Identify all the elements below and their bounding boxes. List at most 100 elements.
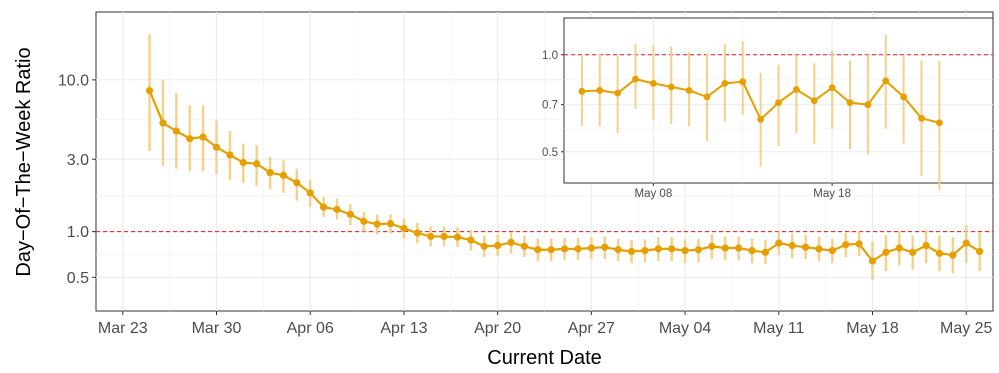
data-point [685,87,693,94]
data-point [333,205,341,214]
data-point [266,168,274,177]
data-point [900,93,908,101]
data-point [159,119,167,127]
data-point [293,179,301,187]
x-tick-label: Mar 23 [98,320,148,337]
data-point [775,99,782,107]
data-point [909,248,917,256]
data-point [739,78,747,86]
data-point [681,247,689,255]
data-point [735,244,743,252]
data-point [855,240,863,248]
x-tick-label: Apr 13 [380,320,427,337]
data-point [882,248,890,256]
data-point [846,99,854,107]
x-tick-label: Apr 27 [568,320,615,337]
data-point [775,239,783,247]
data-point [480,242,488,250]
data-point [145,86,154,95]
data-point [668,245,676,253]
data-point [757,116,765,123]
data-point [346,210,354,218]
data-point [614,246,622,254]
y-tick-label: 0.7 [542,100,558,112]
data-point [761,248,770,256]
data-point [976,247,984,256]
x-tick-label: May 25 [940,320,993,337]
main-y-ticks: 0.5 1.0 3.0 10.0 [58,72,96,287]
data-point [949,251,957,259]
main-x-ticks: Mar 23 Mar 30 Apr 06 Apr 13 Apr 20 Apr 27 May … [98,311,993,337]
inset-x-ticks: May 08 May 18 [635,183,851,200]
data-point [882,77,890,85]
main-points [145,86,984,265]
y-tick-label: 3.0 [67,152,89,169]
data-point [918,114,925,122]
y-tick-label: 1.0 [67,224,89,241]
data-point [172,127,180,135]
data-point [574,245,582,253]
data-point [596,87,604,94]
data-point [703,93,711,101]
data-point [587,244,595,252]
data-point [212,143,221,151]
data-point [386,219,395,228]
y-axis-label: Day−Of−The−Week Ratio [13,47,35,276]
data-point [667,83,675,91]
data-point [226,151,234,159]
data-point [922,241,930,250]
data-point [810,97,818,105]
data-point [868,257,877,265]
data-point [186,135,194,143]
data-point [828,247,836,255]
data-point [520,242,529,250]
data-point [627,247,636,256]
data-point [253,160,261,168]
data-point [199,133,207,141]
y-tick-label: 0.5 [542,147,558,159]
data-point [360,217,368,225]
data-point [601,243,609,251]
data-point [792,86,800,93]
data-point [632,75,639,83]
data-point [895,244,903,252]
data-point [467,236,475,244]
data-point [239,159,247,167]
data-point [373,220,381,228]
x-tick-label: Apr 06 [287,320,334,337]
data-point [935,119,943,127]
data-point [614,89,622,97]
data-point [788,241,796,250]
data-point [534,246,542,254]
data-point [864,101,872,109]
data-point [440,232,448,241]
x-tick-label: May 18 [846,320,899,337]
data-point [828,84,836,92]
data-point [721,79,729,87]
x-tick-label: May 08 [635,188,673,200]
data-point [708,242,716,250]
data-point [507,238,515,246]
data-point [427,232,435,241]
data-point [560,245,569,253]
data-point [842,241,850,249]
data-point [641,247,649,255]
data-point [935,249,944,257]
y-tick-label: 1.0 [542,50,558,62]
x-tick-label: Mar 30 [192,320,242,337]
data-point [413,229,421,237]
data-point [453,233,462,241]
x-tick-label: May 04 [659,320,712,337]
data-point [319,203,328,211]
inset-points [578,75,943,127]
y-tick-label: 10.0 [58,72,89,89]
data-point [649,79,657,87]
x-tick-label: May 18 [813,188,851,200]
x-axis-label: Current Date [487,347,602,369]
data-point [748,247,756,255]
data-point [494,241,502,250]
data-point [547,246,555,254]
x-tick-label: May 11 [753,320,804,337]
data-point [962,239,970,247]
